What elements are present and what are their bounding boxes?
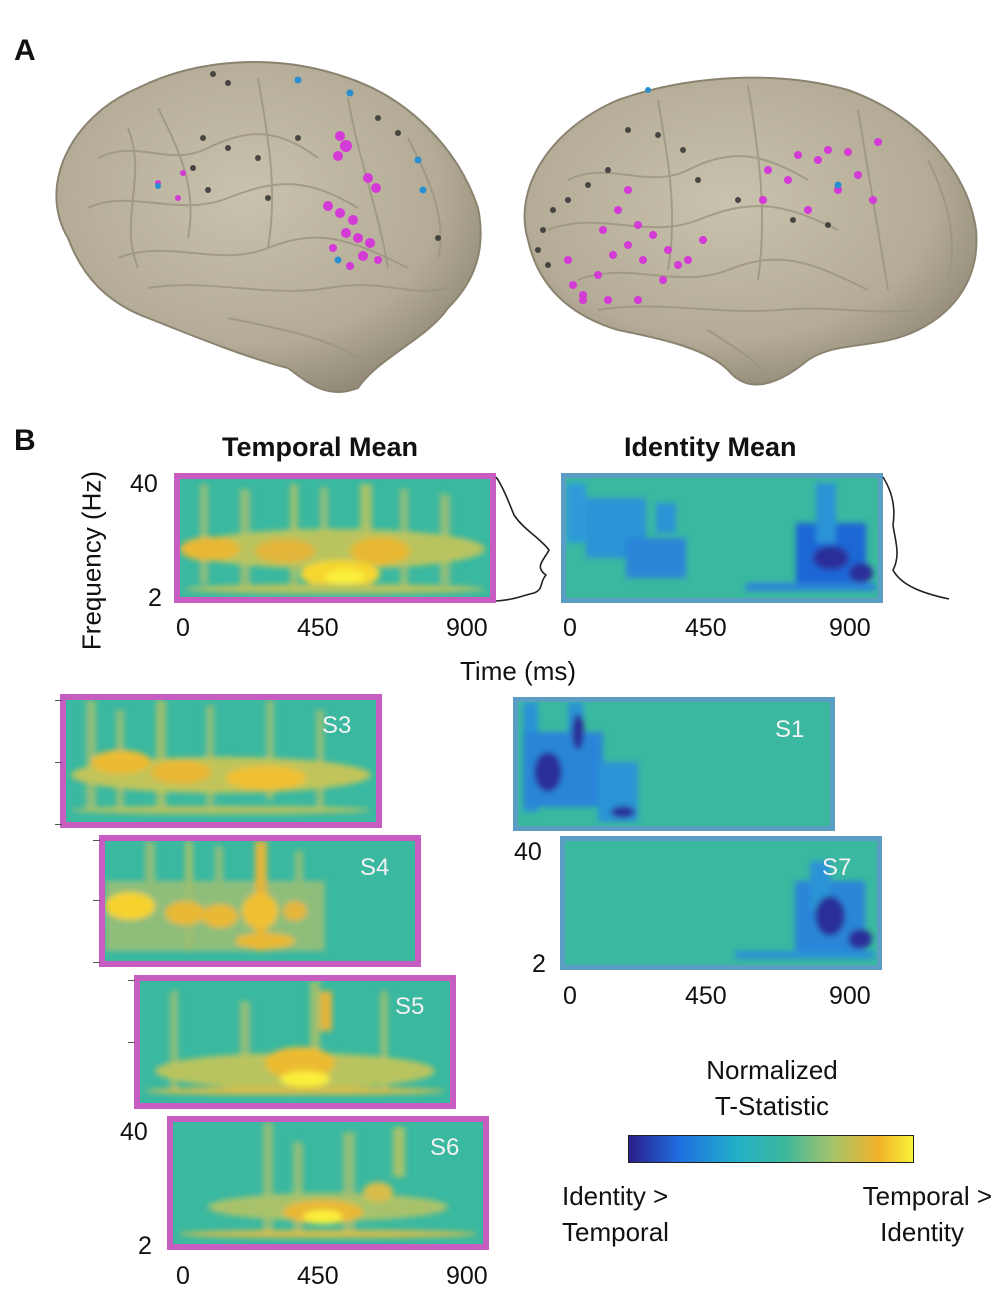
colorbar-left-line2: Temporal xyxy=(562,1217,669,1247)
identity-side-trace xyxy=(881,475,951,605)
colorbar-left-label: Identity > Temporal xyxy=(562,1178,669,1250)
s3-ytick-mid xyxy=(55,762,62,763)
colorbar xyxy=(628,1135,914,1163)
x-tick-identity-900: 900 xyxy=(829,614,871,642)
colorbar-left-line1: Identity > xyxy=(562,1181,669,1211)
subject-s3-label: S3 xyxy=(322,712,352,739)
s6-ytick-2: 2 xyxy=(138,1232,152,1260)
subject-s4-spectrogram xyxy=(99,835,421,967)
x-tick-temporal-900: 900 xyxy=(446,614,488,642)
s6-xtick-450: 450 xyxy=(297,1262,339,1290)
x-tick-temporal-450: 450 xyxy=(297,614,339,642)
x-axis-title: Time (ms) xyxy=(460,656,577,686)
brain-left-hemisphere xyxy=(28,38,488,400)
s6-xtick-0: 0 xyxy=(176,1262,190,1290)
subject-s1-label: S1 xyxy=(775,716,805,743)
subject-s6-label: S6 xyxy=(430,1134,460,1161)
s5-ytick-mid xyxy=(128,1042,135,1043)
s3-ytick-bottom xyxy=(55,824,62,825)
identity-mean-title: Identity Mean xyxy=(624,432,797,462)
s4-ytick-top xyxy=(93,840,100,841)
s5-ytick-top xyxy=(128,980,135,981)
x-tick-identity-450: 450 xyxy=(685,614,727,642)
panel-b-letter: B xyxy=(14,424,36,457)
x-tick-temporal-0: 0 xyxy=(176,614,190,642)
s6-xtick-900: 900 xyxy=(446,1262,488,1290)
colorbar-right-line1: Temporal > xyxy=(862,1181,992,1211)
x-tick-identity-0: 0 xyxy=(563,614,577,642)
s3-ytick-top xyxy=(55,700,62,701)
colorbar-title: Normalized T-Statistic xyxy=(640,1052,904,1124)
temporal-side-trace xyxy=(494,475,554,605)
subject-s3-spectrogram xyxy=(60,694,382,828)
s7-xtick-900: 900 xyxy=(829,982,871,1010)
brain-right-hemisphere xyxy=(508,60,983,400)
y-tick-bottom: 2 xyxy=(148,584,162,612)
colorbar-title-line1: Normalized xyxy=(706,1055,838,1085)
subject-s4-label: S4 xyxy=(360,854,390,881)
colorbar-title-line2: T-Statistic xyxy=(714,1091,830,1121)
temporal-mean-spectrogram xyxy=(174,473,496,603)
colorbar-right-label: Temporal > Identity xyxy=(822,1178,992,1250)
s7-ytick-40: 40 xyxy=(514,838,542,866)
identity-mean-spectrogram xyxy=(561,473,883,603)
s7-xtick-0: 0 xyxy=(563,982,577,1010)
subject-s6-spectrogram xyxy=(167,1116,489,1250)
subject-s7-label: S7 xyxy=(822,854,852,881)
y-axis-title: Frequency (Hz) xyxy=(76,470,107,651)
s4-ytick-bottom xyxy=(93,962,100,963)
subject-s5-label: S5 xyxy=(395,993,425,1020)
s7-ytick-2: 2 xyxy=(532,950,546,978)
subject-s5-spectrogram xyxy=(134,975,456,1109)
colorbar-right-line2: Identity xyxy=(880,1217,964,1247)
s4-ytick-mid xyxy=(93,900,100,901)
temporal-mean-title: Temporal Mean xyxy=(222,432,419,462)
s7-xtick-450: 450 xyxy=(685,982,727,1010)
panel-a-letter: A xyxy=(14,34,36,67)
s6-ytick-40: 40 xyxy=(120,1118,148,1146)
subject-s1-spectrogram xyxy=(513,697,835,831)
subject-s7-spectrogram xyxy=(560,836,882,970)
y-tick-top: 40 xyxy=(130,470,158,498)
